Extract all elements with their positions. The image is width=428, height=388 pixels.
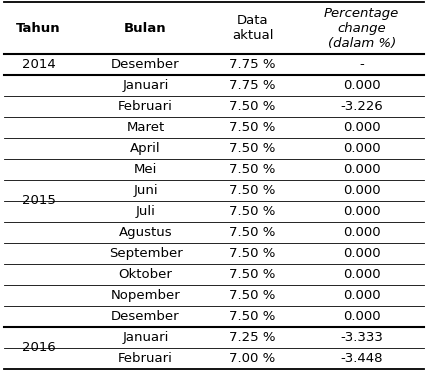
Text: Februari: Februari (118, 352, 173, 365)
Text: 0.000: 0.000 (343, 184, 380, 197)
Text: -3.226: -3.226 (340, 100, 383, 113)
Text: -3.448: -3.448 (340, 352, 383, 365)
Text: 0.000: 0.000 (343, 310, 380, 323)
Text: 0.000: 0.000 (343, 289, 380, 302)
Text: Nopember: Nopember (111, 289, 180, 302)
Text: 0.000: 0.000 (343, 121, 380, 134)
Text: 0.000: 0.000 (343, 226, 380, 239)
Text: 7.00 %: 7.00 % (229, 352, 276, 365)
Text: Oktober: Oktober (119, 268, 172, 281)
Text: 7.50 %: 7.50 % (229, 100, 276, 113)
Text: 7.50 %: 7.50 % (229, 247, 276, 260)
Text: 7.50 %: 7.50 % (229, 163, 276, 176)
Text: 7.50 %: 7.50 % (229, 184, 276, 197)
Text: 0.000: 0.000 (343, 268, 380, 281)
Text: 7.50 %: 7.50 % (229, 121, 276, 134)
Text: 0.000: 0.000 (343, 205, 380, 218)
Text: 7.50 %: 7.50 % (229, 268, 276, 281)
Text: -3.333: -3.333 (340, 331, 383, 344)
Text: Februari: Februari (118, 100, 173, 113)
Text: 0.000: 0.000 (343, 247, 380, 260)
Text: 0.000: 0.000 (343, 79, 380, 92)
Text: 7.75 %: 7.75 % (229, 79, 276, 92)
Text: Maret: Maret (126, 121, 165, 134)
Text: April: April (130, 142, 161, 155)
Text: Percentage
change
(dalam %): Percentage change (dalam %) (324, 7, 399, 50)
Text: Januari: Januari (122, 331, 169, 344)
Text: Mei: Mei (134, 163, 157, 176)
Text: Data
aktual: Data aktual (232, 14, 273, 42)
Text: 7.75 %: 7.75 % (229, 58, 276, 71)
Text: September: September (109, 247, 182, 260)
Text: 2014: 2014 (22, 58, 55, 71)
Text: Agustus: Agustus (119, 226, 172, 239)
Text: Juli: Juli (136, 205, 155, 218)
Text: -: - (359, 58, 364, 71)
Text: 7.50 %: 7.50 % (229, 142, 276, 155)
Text: Bulan: Bulan (124, 22, 167, 35)
Text: Tahun: Tahun (16, 22, 61, 35)
Text: 7.50 %: 7.50 % (229, 310, 276, 323)
Text: 2015: 2015 (21, 194, 56, 208)
Text: 7.50 %: 7.50 % (229, 205, 276, 218)
Text: 7.50 %: 7.50 % (229, 226, 276, 239)
Text: 0.000: 0.000 (343, 163, 380, 176)
Text: Januari: Januari (122, 79, 169, 92)
Text: Desember: Desember (111, 58, 180, 71)
Text: 7.50 %: 7.50 % (229, 289, 276, 302)
Text: Juni: Juni (133, 184, 158, 197)
Text: 0.000: 0.000 (343, 142, 380, 155)
Text: 2016: 2016 (22, 341, 55, 354)
Text: 7.25 %: 7.25 % (229, 331, 276, 344)
Text: Desember: Desember (111, 310, 180, 323)
